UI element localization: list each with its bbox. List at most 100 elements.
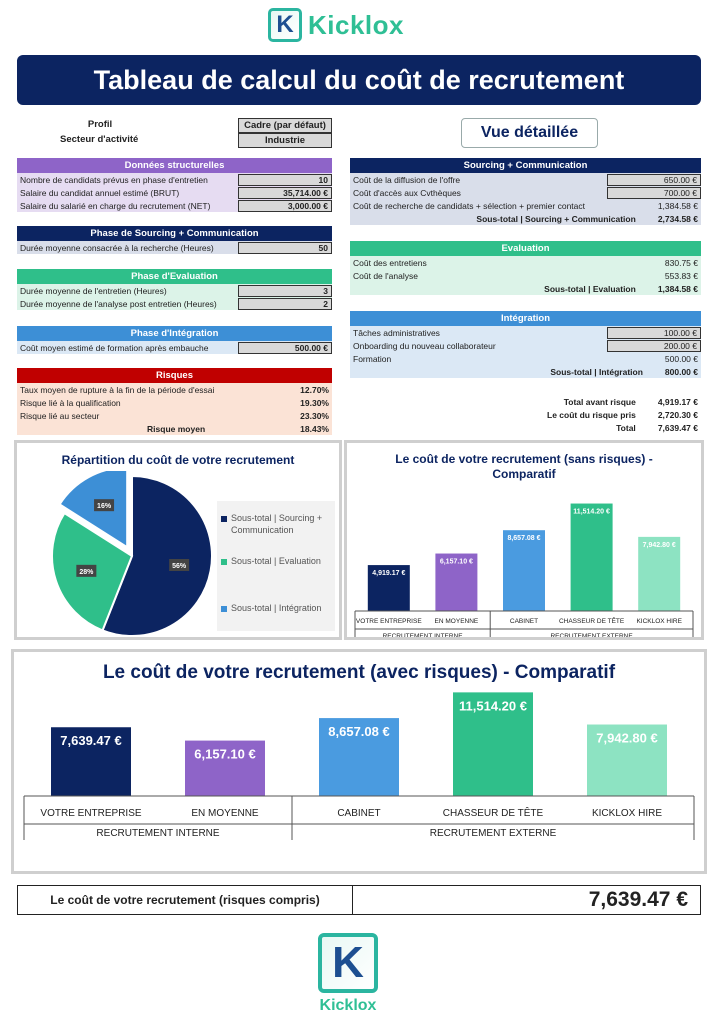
total-label: Total [616,422,636,433]
category-tick-label: VOTRE ENTREPRISE [356,618,422,625]
right-integration-row: Tâches administratives 100.00 € [350,326,701,339]
total-value: 4,919.17 € [657,396,698,407]
row-label: Coût de l'analyse [353,270,418,281]
cvtheques-input[interactable]: 700.00 € [607,186,701,199]
risque-row: Taux moyen de rupture à la fin de la pér… [17,383,332,396]
diffusion-offre-input[interactable]: 650.00 € [607,173,701,186]
right-evaluation-row: Coût de l'analyse 553.83 € [350,269,701,282]
right-integration-subtotal: Sous-total | Intégration 800.00 € [350,365,701,378]
duree-recherche-input[interactable]: 50 [238,241,332,254]
pie-slice [101,474,213,636]
bar [570,503,613,611]
integration-phase-section: Phase d'Intégration Coût moyen estimé de… [17,326,332,354]
salaire-net-input[interactable]: 3,000.00 € [238,199,332,212]
row-label: Coût de recherche de candidats + sélecti… [353,200,585,211]
legend-label: Sous-total | Intégration [231,603,321,613]
row-label: Coût des entretiens [353,257,427,268]
row-label: Durée moyenne consacrée à la recherche (… [20,242,214,253]
sourcing-phase-header: Phase de Sourcing + Communication [17,226,332,241]
duree-analyse-input[interactable]: 2 [238,297,332,310]
pie-data-label: 16% [97,503,112,510]
risque-moyen-row: Risque moyen 18.43% [17,422,332,435]
bar-chart-sans-risques-panel: Le coût de votre recrutement (sans risqu… [344,440,704,640]
pie-data-label: 28% [79,569,94,576]
row-value: 1,384.58 € [657,200,698,211]
row-value: 500.00 € [664,353,698,364]
kicklox-logo-bottom: K Kicklox [318,933,378,1015]
row-value: 12.70% [300,384,329,395]
row-value: 830.75 € [664,257,698,268]
evaluation-phase-section: Phase d'Evaluation Durée moyenne de l'en… [17,269,332,310]
right-sourcing-row: Coût de la diffusion de l'offre 650.00 € [350,173,701,186]
donnees-row: Salaire du candidat annuel estimé (BRUT)… [17,186,332,199]
total-row: Le coût du risque pris 2,720.30 € [350,408,701,421]
category-tick-label: CABINET [510,618,538,625]
category-tick-label: KICKLOX HIRE [592,808,662,819]
group-label: RECRUTEMENT EXTERNE [430,828,557,839]
bar [587,724,667,796]
right-sourcing-row: Coût de recherche de candidats + sélecti… [350,199,701,212]
subtotal-label: Sous-total | Evaluation [544,283,636,294]
risque-row: Risque lié au secteur 23.30% [17,409,332,422]
right-sourcing-header: Sourcing + Communication [350,158,701,173]
right-evaluation-subtotal: Sous-total | Evaluation 1,384.58 € [350,282,701,295]
total-value: 7,639.47 € [657,422,698,433]
bar-chart-sans-risques: 4,919.17 € VOTRE ENTREPRISE 6,157.10 € EN M… [354,503,694,637]
candidats-input[interactable]: 10 [238,173,332,186]
row-label: Tâches administratives [353,327,440,338]
pie-label-bg [169,558,190,571]
row-label: Coût de la diffusion de l'offre [353,174,461,185]
duree-entretien-input[interactable]: 3 [238,284,332,297]
formation-input[interactable]: 500.00 € [238,341,332,354]
risques-header: Risques [17,368,332,383]
risque-moyen-value: 18.43% [300,423,329,434]
secteur-select[interactable]: Industrie [238,133,332,148]
secteur-label: Secteur d'activité [60,134,139,145]
donnees-row: Salaire du salarié en charge du recrutem… [17,199,332,212]
evaluation-phase-header: Phase d'Evaluation [17,269,332,284]
row-label: Risque lié au secteur [20,410,100,421]
vue-detaillee-button[interactable]: Vue détaillée [461,118,598,148]
total-row: Total avant risque 4,919.17 € [350,395,701,408]
integration-phase-row: Coût moyen estimé de formation après emb… [17,341,332,354]
bar-data-label: 11,514.20 € [573,509,610,516]
bar-data-label: 6,157.10 € [194,747,255,762]
bar-chart-avec-risques-title: Le coût de votre recrutement (avec risqu… [102,662,616,683]
subtotal-value: 2,734.58 € [657,213,698,224]
donnees-section: Données structurelles Nombre de candidat… [17,158,332,212]
final-cost-value: 7,639.47 € [588,888,688,911]
row-value: 23.30% [300,410,329,421]
legend-swatch [221,606,227,612]
salaire-brut-input[interactable]: 35,714.00 € [238,186,332,199]
final-cost-row: Le coût de votre recrutement (risques co… [17,885,701,915]
pie-slice [58,471,129,550]
bar [185,740,265,796]
category-tick-label: CABINET [337,808,380,819]
risques-section: Risques Taux moyen de rupture à la fin d… [17,368,332,435]
bar-data-label: 7,639.47 € [60,733,121,748]
legend-swatch [221,559,227,565]
onboarding-input[interactable]: 200.00 € [607,339,701,352]
donnees-header: Données structurelles [17,158,332,173]
bar-data-label: 7,942.80 € [643,542,676,549]
pie-label-bg [76,564,97,577]
row-label: Salaire du salarié en charge du recrutem… [20,200,211,211]
bar [503,530,545,611]
right-evaluation-row: Coût des entretiens 830.75 € [350,256,701,269]
pie-data-label: 56% [172,563,187,570]
row-value: 553.83 € [664,270,698,281]
bar-data-label: 4,919.17 € [372,570,405,577]
row-value: 19.30% [300,397,329,408]
kicklox-logo-top: K Kicklox [268,8,404,42]
right-sourcing-subtotal: Sous-total | Sourcing + Communication 2,7… [350,212,701,225]
subtotal-value: 1,384.58 € [657,283,698,294]
profil-select[interactable]: Cadre (par défaut) [238,118,332,133]
pie-chart: 56% 28% 16% Sous-total | Sourcing + Communic… [51,471,335,636]
bar-chart-avec-risques-panel: Le coût de votre recrutement (avec risqu… [11,649,707,874]
bar [51,727,131,796]
total-label: Le coût du risque pris [547,409,636,420]
row-label: Coût moyen estimé de formation après emb… [20,342,209,353]
pie-chart-title: Répartition du coût de votre recrutement [61,453,295,467]
taches-admin-input[interactable]: 100.00 € [607,326,701,339]
bar-data-label: 8,657.08 € [507,535,540,542]
